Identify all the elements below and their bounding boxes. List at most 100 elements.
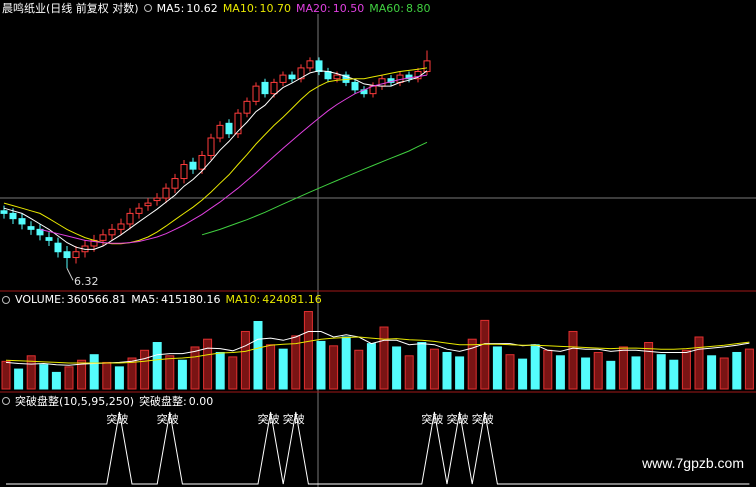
candle-body xyxy=(315,60,323,72)
icon xyxy=(2,295,10,304)
volume-bar xyxy=(303,311,313,390)
spike-label: 突破 xyxy=(421,412,443,426)
candle-body xyxy=(54,242,62,253)
volume-bar xyxy=(266,344,276,390)
candle-body xyxy=(18,218,26,225)
panel-value: 360566.81 xyxy=(66,293,127,306)
candle-body xyxy=(225,122,233,135)
legend-value: 424081.16 xyxy=(262,293,322,306)
legend-name: MA5: xyxy=(131,293,160,306)
volume-bar xyxy=(366,343,376,390)
spike-label: 突破 xyxy=(258,412,280,426)
volume-bar xyxy=(152,342,162,390)
ma-line xyxy=(39,74,428,244)
candle-body xyxy=(108,228,116,236)
candle-body xyxy=(297,67,305,80)
volume-bar xyxy=(316,340,326,390)
candle-body xyxy=(216,124,224,139)
volume-bar xyxy=(26,355,36,390)
legend-name: MA10: xyxy=(225,293,261,306)
legend-name: MA10: xyxy=(222,1,258,15)
candle-body xyxy=(189,161,197,170)
volume-bar xyxy=(719,357,729,390)
volume-bar xyxy=(694,336,704,390)
candle-body xyxy=(270,81,278,95)
candle-body xyxy=(234,112,242,135)
candle-body xyxy=(405,74,413,80)
legend-name: MA60: xyxy=(369,1,404,15)
volume-bar xyxy=(215,351,225,390)
volume-bar xyxy=(568,330,578,390)
volume-bar xyxy=(669,359,679,390)
volume-bar xyxy=(114,366,124,390)
legend-value: 8.80 xyxy=(405,1,431,15)
candle-body xyxy=(45,237,53,241)
volume-bar xyxy=(744,348,754,390)
candle-body xyxy=(180,164,188,180)
volume-bar xyxy=(644,342,654,390)
candle-body xyxy=(126,212,134,225)
volume-bar xyxy=(190,346,200,390)
candle-body xyxy=(9,212,17,220)
candle-body xyxy=(27,226,35,230)
candle-body xyxy=(144,202,152,207)
candle-body xyxy=(288,74,296,80)
volume-bar xyxy=(467,338,477,390)
spike-label: 突破 xyxy=(472,412,494,426)
volume-bar xyxy=(51,371,61,390)
candle-body xyxy=(117,223,125,230)
spike-label: 突破 xyxy=(157,412,179,426)
panel-title: VOLUME: xyxy=(15,293,65,306)
candle-body xyxy=(261,81,269,95)
volume-bar xyxy=(455,356,465,390)
legend-value: 10.50 xyxy=(332,1,365,15)
ma-line xyxy=(5,331,750,366)
candle-body xyxy=(333,74,341,80)
legend-value: 0.00 xyxy=(188,394,214,408)
icon xyxy=(143,4,152,12)
volume-bar xyxy=(707,355,717,390)
volume-bar xyxy=(165,355,175,390)
volume-bar xyxy=(228,356,238,390)
volume-bar xyxy=(681,349,691,390)
volume-bar xyxy=(14,368,24,390)
annotation-leader xyxy=(66,268,74,281)
volume-bar xyxy=(240,330,250,390)
volume-bar xyxy=(341,336,351,390)
panel-title: 突破盘整(10,5,95,250) xyxy=(15,395,135,408)
candle-body xyxy=(198,154,206,170)
volume-bar xyxy=(429,348,439,390)
ma-line xyxy=(3,67,428,245)
price-header: 晨鸣纸业(日线 前复权 对数) MA5: 10.62 MA10: 10.70 MA20:… xyxy=(2,0,430,16)
volume-bar xyxy=(732,351,742,390)
volume-bar xyxy=(64,366,74,390)
candle-body xyxy=(63,251,71,259)
volume-bar xyxy=(417,342,427,390)
volume-bar xyxy=(102,361,112,390)
candle-body xyxy=(378,78,386,87)
candle-body xyxy=(252,85,260,102)
volume-bar xyxy=(442,351,452,390)
volume-bar xyxy=(593,351,603,390)
legend-name: 突破盘整: xyxy=(139,395,187,408)
ma-line xyxy=(5,336,750,364)
volume-bar xyxy=(354,349,364,390)
volume-bar xyxy=(392,346,402,390)
spike-label: 突破 xyxy=(447,412,469,426)
candle-body xyxy=(324,70,332,80)
volume-bar xyxy=(89,354,99,390)
candle-body xyxy=(135,207,143,214)
volume-bar xyxy=(404,355,414,390)
volume-header: VOLUME: 360566.81 MA5: 415180.16 MA10: 4240… xyxy=(2,293,322,306)
volume-bar xyxy=(77,359,87,390)
volume-bar xyxy=(606,360,616,390)
candle-body xyxy=(243,100,251,114)
candle-body xyxy=(36,228,44,236)
volume-bar xyxy=(329,345,339,390)
volume-bar xyxy=(518,358,528,390)
volume-bar xyxy=(39,364,49,390)
ma-line xyxy=(201,141,428,236)
volume-bar xyxy=(203,338,213,390)
watermark: www.7gpzb.com xyxy=(642,455,744,471)
